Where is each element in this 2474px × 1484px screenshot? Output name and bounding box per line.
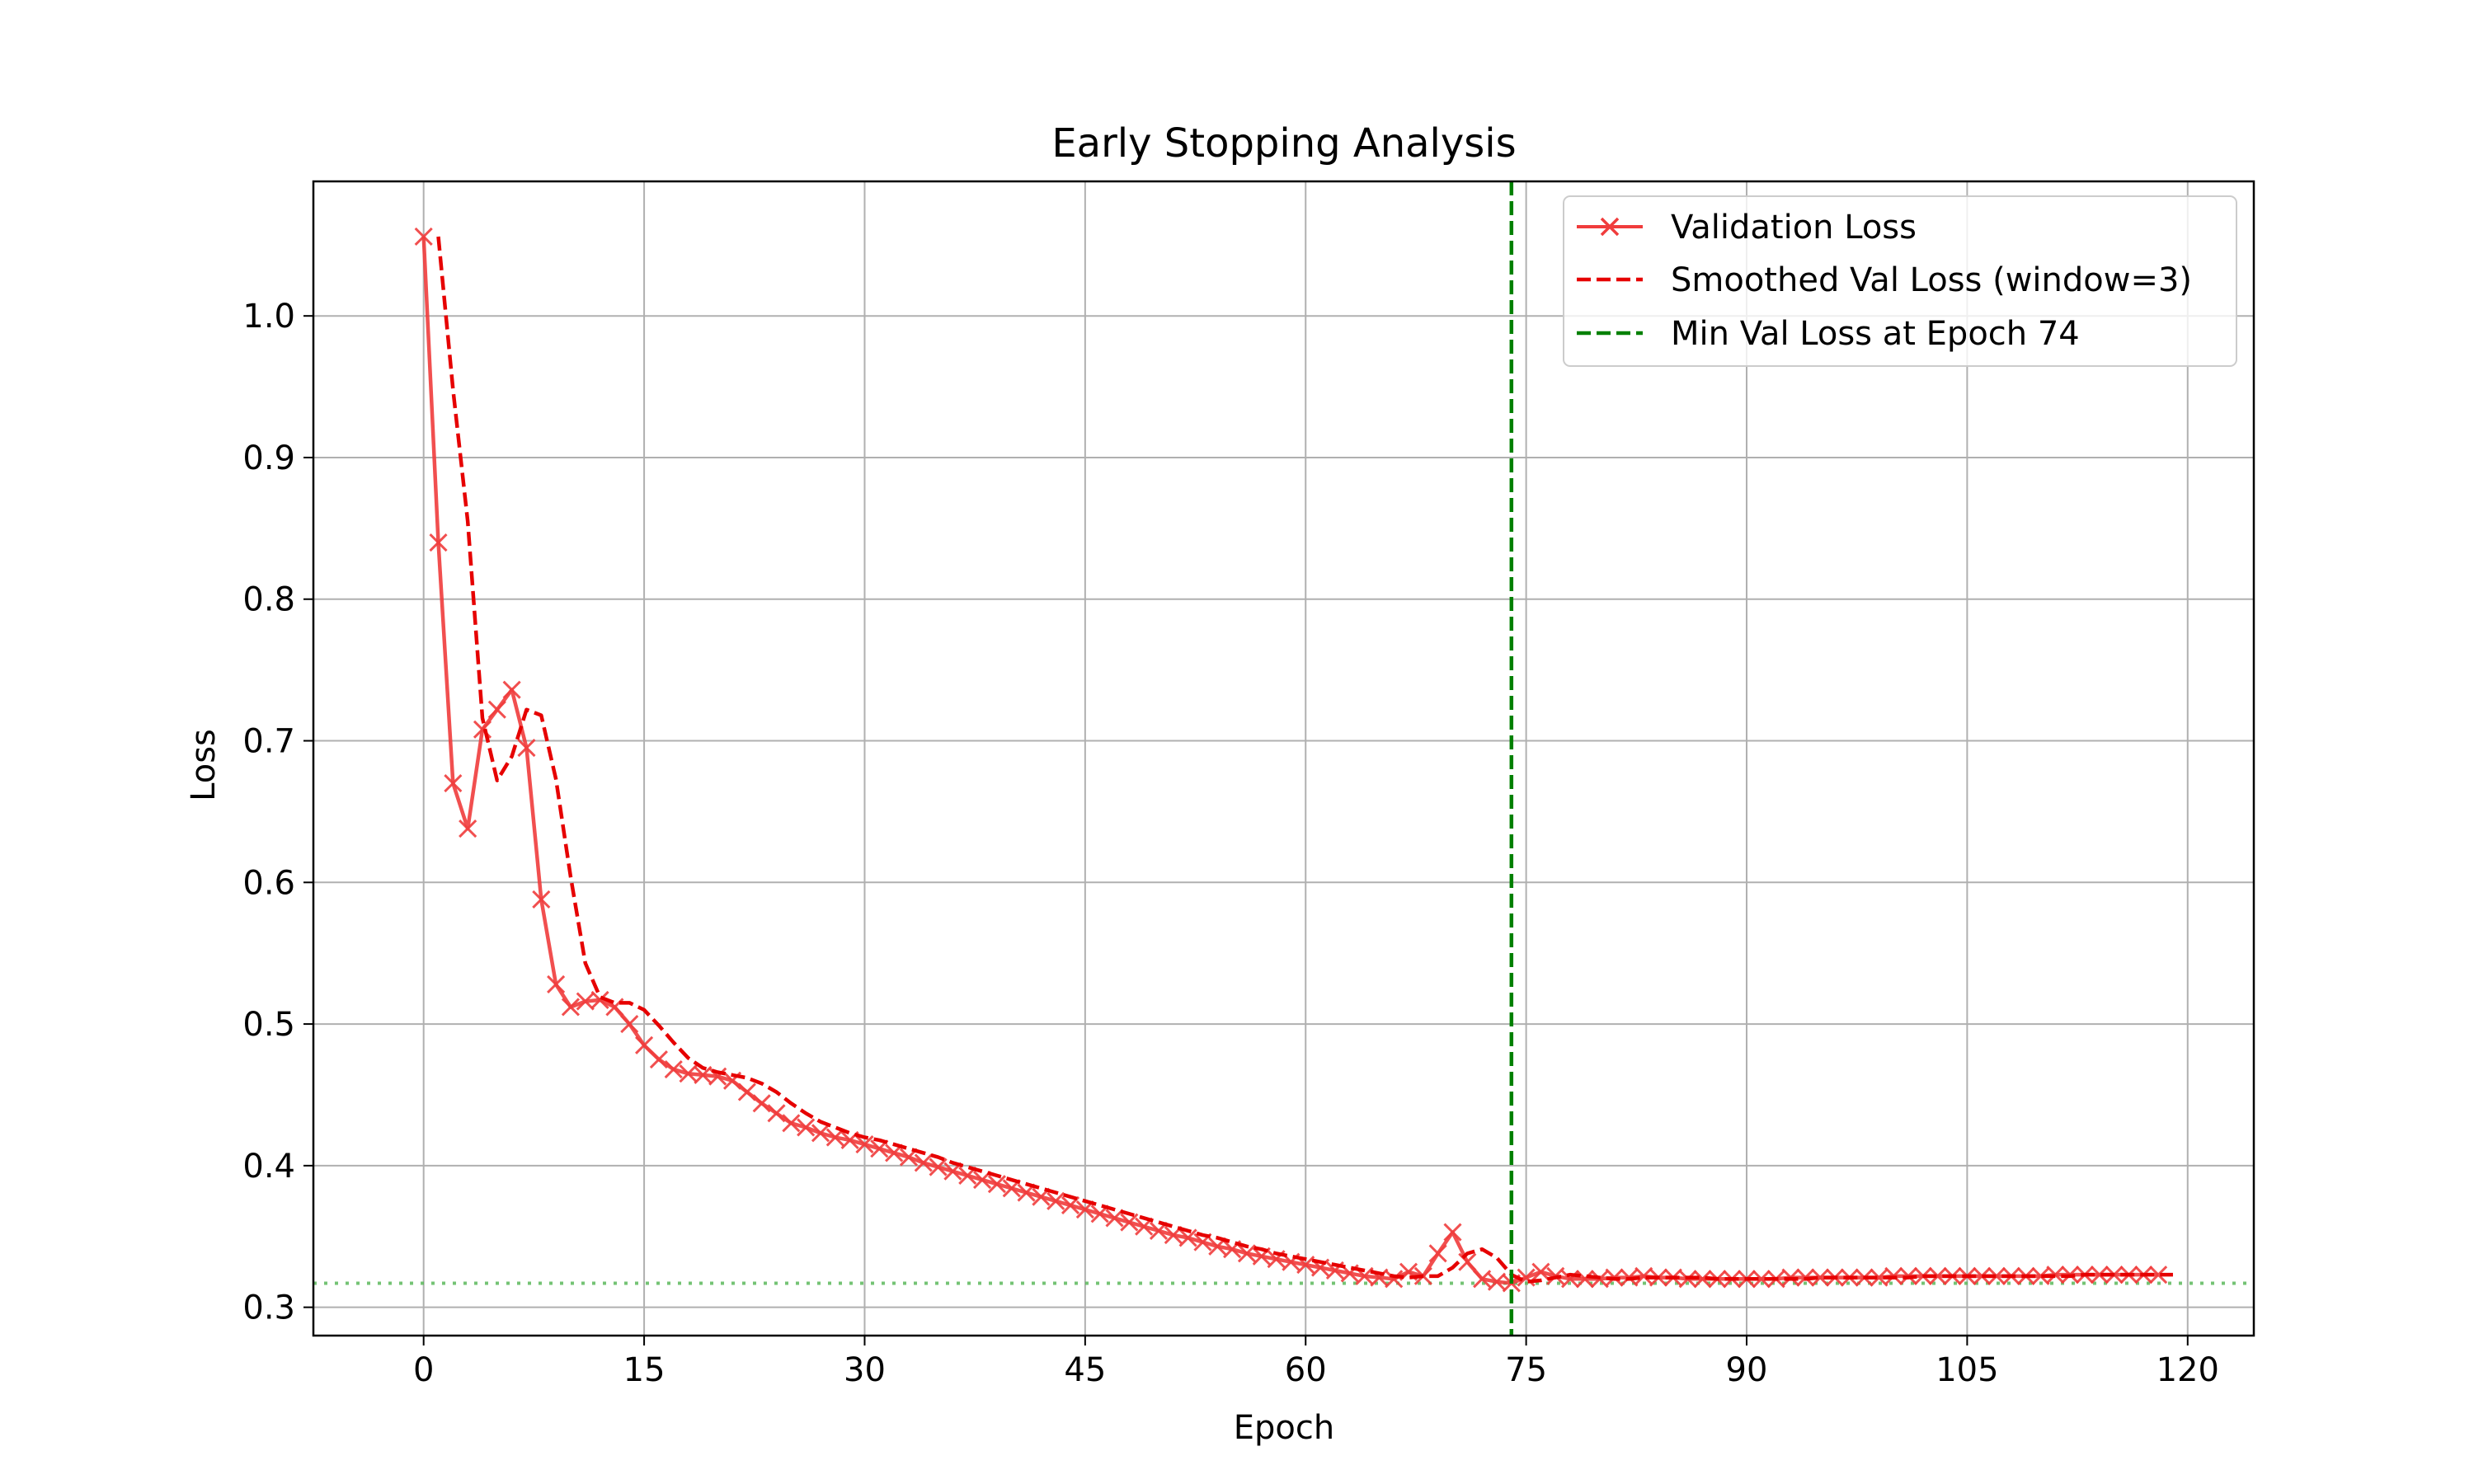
point-validation-loss xyxy=(782,1114,801,1133)
x-tick-label: 0 xyxy=(413,1351,434,1389)
point-validation-loss xyxy=(444,774,463,793)
legend-entry-smoothed-val-loss: Smoothed Val Loss (window=3) xyxy=(1577,261,2192,299)
y-tick-label: 0.3 xyxy=(242,1289,295,1327)
point-validation-loss xyxy=(1443,1223,1462,1242)
point-validation-loss xyxy=(576,992,595,1011)
point-validation-loss xyxy=(547,974,566,994)
y-tick-label: 0.6 xyxy=(242,864,295,902)
y-tick-label: 0.8 xyxy=(242,581,295,619)
y-tick-label: 1.0 xyxy=(242,298,295,336)
x-axis: 0 15 30 45 60 75 90 105 120 xyxy=(413,1336,2219,1389)
point-validation-loss xyxy=(987,1175,1006,1194)
point-validation-loss xyxy=(752,1094,771,1113)
point-validation-loss xyxy=(561,998,581,1017)
point-validation-loss xyxy=(487,700,506,719)
point-validation-loss xyxy=(502,680,521,699)
point-validation-loss xyxy=(1385,1270,1404,1289)
point-validation-loss xyxy=(2149,1266,2168,1284)
point-validation-loss xyxy=(635,1036,654,1054)
point-validation-loss xyxy=(620,1015,639,1034)
point-validation-loss xyxy=(914,1153,933,1172)
point-validation-loss xyxy=(1575,1270,1594,1289)
point-validation-loss xyxy=(797,1118,816,1137)
x-tick-label: 15 xyxy=(623,1351,666,1389)
x-tick-label: 120 xyxy=(2157,1351,2219,1389)
point-validation-loss xyxy=(649,1050,668,1069)
point-validation-loss xyxy=(1811,1268,1830,1287)
point-validation-loss xyxy=(414,227,433,247)
point-validation-loss xyxy=(517,739,536,758)
point-validation-loss xyxy=(737,1082,756,1101)
series-smoothed-val-loss xyxy=(436,236,2173,1284)
point-validation-loss xyxy=(1973,1266,1992,1285)
point-validation-loss xyxy=(429,533,448,552)
chart-title: Early Stopping Analysis xyxy=(1051,120,1516,167)
point-validation-loss xyxy=(825,1128,844,1147)
point-validation-loss xyxy=(532,890,551,909)
plot-area xyxy=(313,181,2254,1336)
point-validation-loss xyxy=(1693,1270,1712,1289)
legend-marker-validation-loss xyxy=(1600,217,1620,237)
point-validation-loss xyxy=(2046,1266,2065,1284)
point-validation-loss xyxy=(1531,1262,1550,1281)
point-validation-loss xyxy=(1487,1272,1507,1291)
y-tick-label: 0.5 xyxy=(242,1006,295,1044)
point-validation-loss xyxy=(679,1064,698,1083)
legend: Validation Loss Smoothed Val Loss (windo… xyxy=(1563,195,2237,367)
point-validation-loss xyxy=(1870,1268,1888,1287)
x-tick-label: 105 xyxy=(1935,1351,1998,1389)
point-validation-loss xyxy=(1178,1228,1197,1247)
point-validation-loss xyxy=(1987,1266,2006,1285)
point-validation-loss xyxy=(2031,1266,2050,1285)
point-validation-loss xyxy=(1634,1266,1653,1285)
point-validation-loss xyxy=(1047,1191,1065,1210)
point-validation-loss xyxy=(2090,1266,2109,1284)
y-tick-label: 0.7 xyxy=(242,723,295,761)
y-tick-label: 0.4 xyxy=(242,1148,295,1186)
legend-box xyxy=(1563,195,2237,367)
x-tick-label: 30 xyxy=(844,1351,886,1389)
point-validation-loss xyxy=(1752,1270,1771,1289)
y-axis: 0.3 0.4 0.5 0.6 0.7 0.8 0.9 1.0 xyxy=(242,298,313,1327)
point-validation-loss xyxy=(855,1135,874,1154)
point-validation-loss xyxy=(1237,1244,1257,1263)
grid xyxy=(313,181,2254,1336)
point-validation-loss xyxy=(1120,1213,1139,1232)
point-validation-loss xyxy=(811,1124,830,1143)
legend-entry-validation-loss: Validation Loss xyxy=(1577,209,1917,247)
x-axis-label: Epoch xyxy=(1234,1409,1334,1447)
legend-label-smoothed-val-loss: Smoothed Val Loss (window=3) xyxy=(1671,261,2192,299)
legend-entry-min-val-loss: Min Val Loss at Epoch 74 xyxy=(1577,315,2080,353)
point-validation-loss xyxy=(1928,1266,1947,1285)
x-tick-label: 60 xyxy=(1285,1351,1327,1389)
point-validation-loss xyxy=(767,1104,786,1123)
point-validation-loss xyxy=(1428,1244,1447,1263)
y-tick-label: 0.9 xyxy=(242,439,295,477)
point-validation-loss xyxy=(1105,1209,1124,1228)
point-validation-loss xyxy=(459,819,477,838)
legend-label-min-val-loss: Min Val Loss at Epoch 74 xyxy=(1671,315,2080,353)
x-tick-label: 75 xyxy=(1505,1351,1547,1389)
legend-label-validation-loss: Validation Loss xyxy=(1671,209,1917,247)
point-validation-loss xyxy=(694,1065,713,1084)
x-tick-label: 90 xyxy=(1726,1351,1768,1389)
point-validation-loss xyxy=(929,1158,948,1176)
point-validation-loss xyxy=(590,990,609,1009)
plot-frame xyxy=(312,180,2255,1337)
y-axis-label: Loss xyxy=(185,729,223,801)
point-validation-loss xyxy=(664,1059,683,1079)
x-tick-label: 45 xyxy=(1064,1351,1106,1389)
point-validation-loss xyxy=(1473,1270,1492,1289)
